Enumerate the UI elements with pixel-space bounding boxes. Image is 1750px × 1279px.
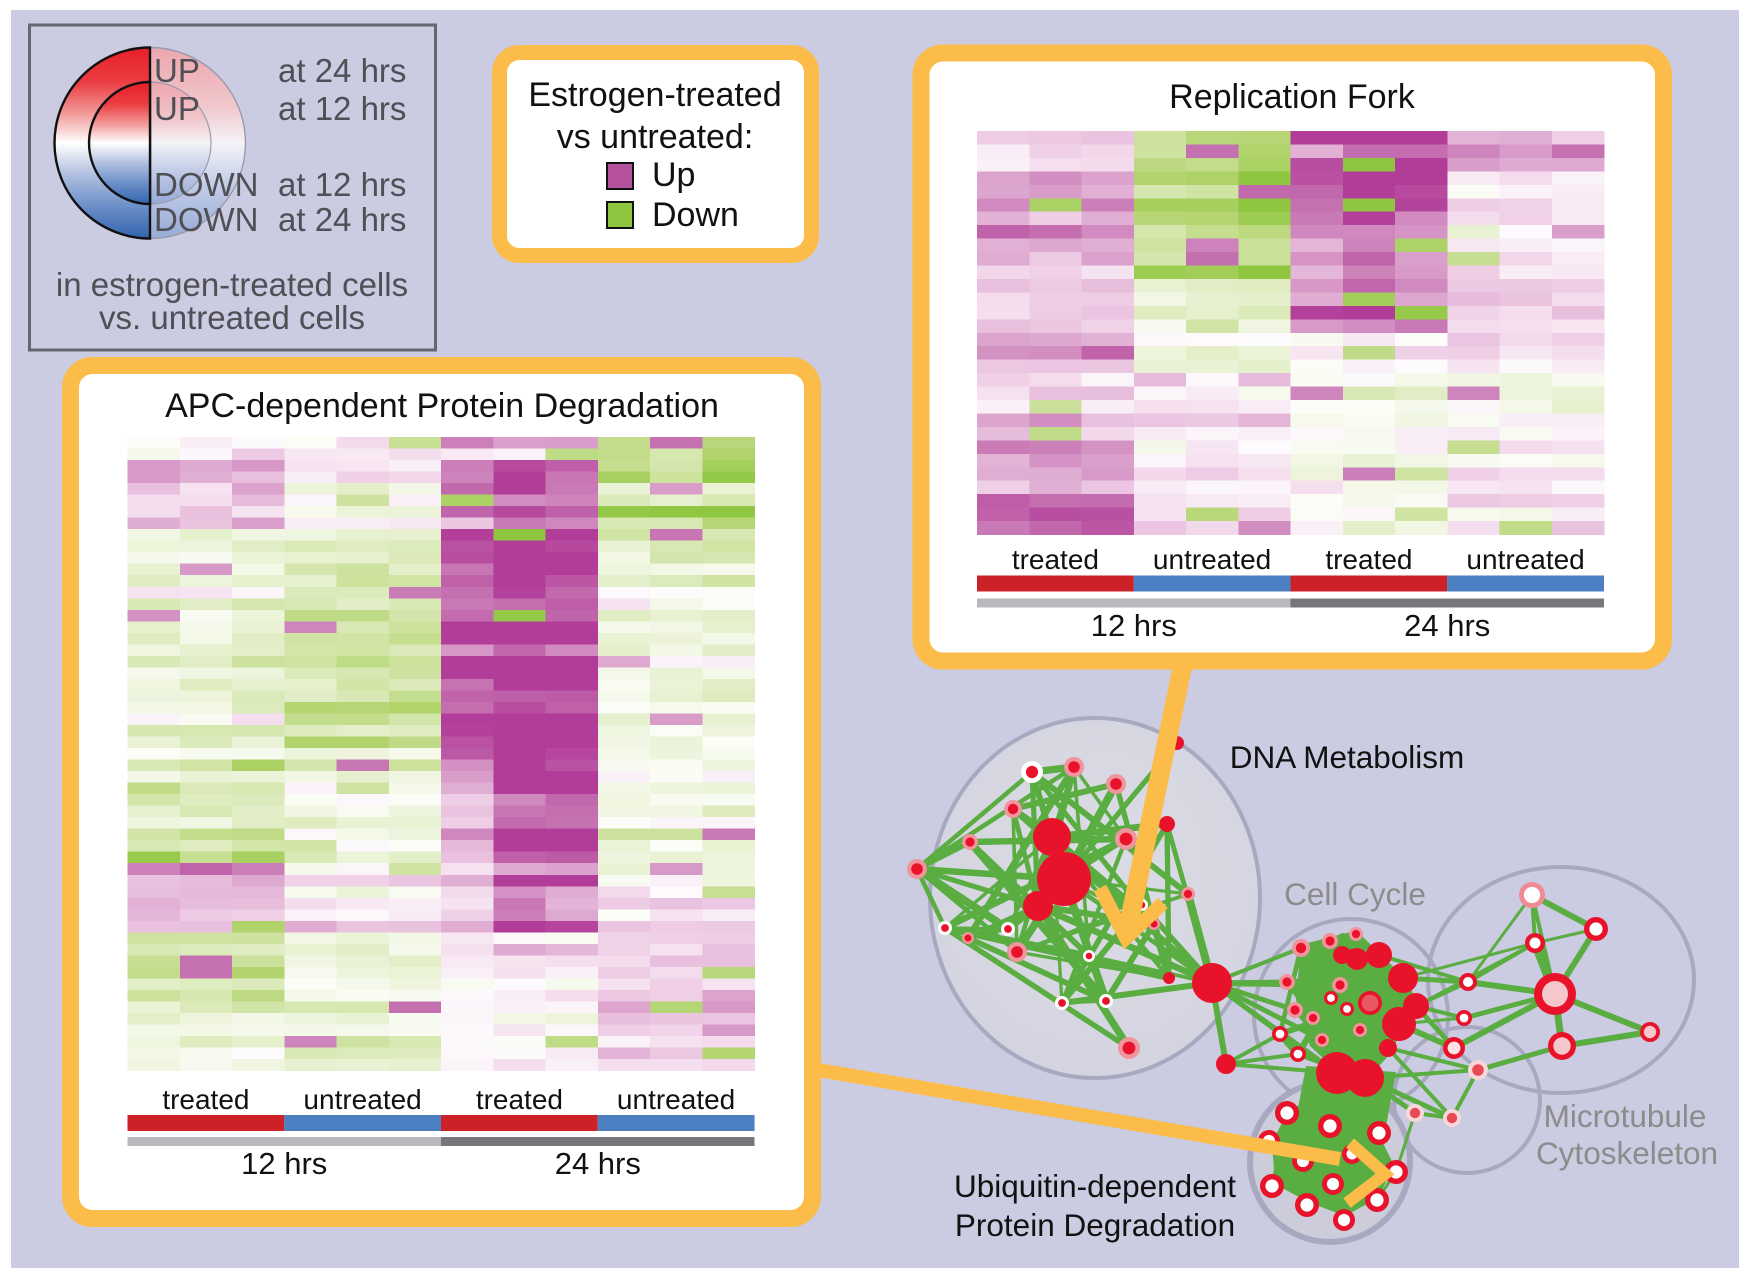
svg-text:APC-dependent Protein Degradat: APC-dependent Protein Degradation xyxy=(165,387,719,425)
svg-text:12 hrs: 12 hrs xyxy=(241,1146,327,1181)
svg-text:Down: Down xyxy=(652,196,739,234)
svg-text:untreated: untreated xyxy=(1153,544,1271,575)
svg-text:Up: Up xyxy=(652,156,695,194)
svg-text:Protein Degradation: Protein Degradation xyxy=(955,1207,1235,1243)
svg-text:24 hrs: 24 hrs xyxy=(1404,608,1490,643)
svg-text:DOWN: DOWN xyxy=(154,201,258,238)
svg-text:Cell Cycle: Cell Cycle xyxy=(1284,876,1426,912)
svg-text:vs untreated:: vs untreated: xyxy=(557,118,754,156)
svg-text:Replication Fork: Replication Fork xyxy=(1169,78,1416,116)
svg-text:treated: treated xyxy=(476,1084,563,1115)
svg-text:at 12 hrs: at 12 hrs xyxy=(278,166,406,203)
svg-text:DNA Metabolism: DNA Metabolism xyxy=(1230,739,1465,775)
svg-text:at 12 hrs: at 12 hrs xyxy=(278,90,406,127)
svg-text:12 hrs: 12 hrs xyxy=(1091,608,1177,643)
svg-text:treated: treated xyxy=(1325,544,1412,575)
svg-text:treated: treated xyxy=(162,1084,249,1115)
svg-text:untreated: untreated xyxy=(617,1084,735,1115)
svg-text:at 24 hrs: at 24 hrs xyxy=(278,52,406,89)
svg-text:DOWN: DOWN xyxy=(154,166,258,203)
svg-text:Microtubule: Microtubule xyxy=(1544,1098,1707,1134)
svg-text:treated: treated xyxy=(1012,544,1099,575)
svg-text:Ubiquitin-dependent: Ubiquitin-dependent xyxy=(954,1168,1236,1204)
svg-text:Estrogen-treated: Estrogen-treated xyxy=(528,76,781,114)
svg-text:vs. untreated cells: vs. untreated cells xyxy=(99,299,365,336)
svg-text:at 24 hrs: at 24 hrs xyxy=(278,201,406,238)
svg-text:in estrogen-treated cells: in estrogen-treated cells xyxy=(56,266,408,303)
svg-text:UP: UP xyxy=(154,90,200,127)
svg-text:untreated: untreated xyxy=(303,1084,421,1115)
svg-text:untreated: untreated xyxy=(1466,544,1584,575)
svg-text:24 hrs: 24 hrs xyxy=(555,1146,641,1181)
svg-text:UP: UP xyxy=(154,52,200,89)
svg-text:Cytoskeleton: Cytoskeleton xyxy=(1536,1135,1718,1171)
